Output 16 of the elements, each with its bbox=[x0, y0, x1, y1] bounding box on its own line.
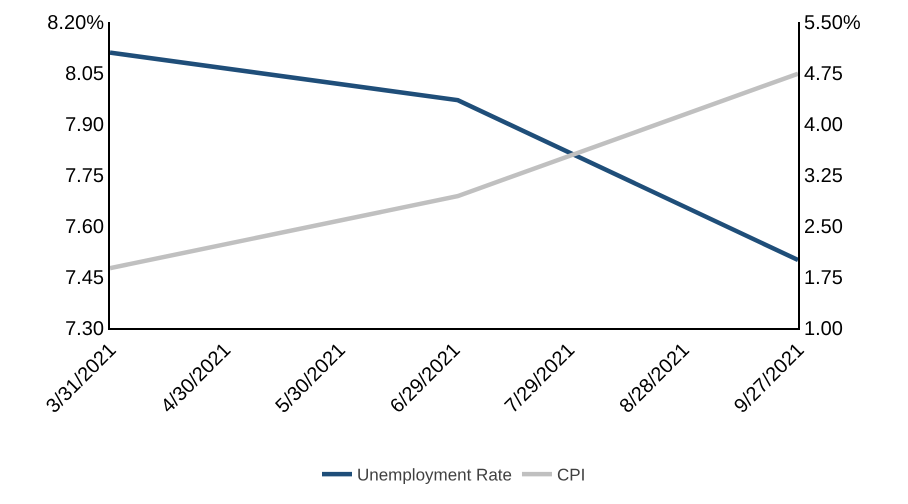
y2-tick-label: 1.00 bbox=[804, 318, 843, 340]
y2-tick-label: 4.00 bbox=[804, 114, 843, 136]
y2-tick-label: 1.75 bbox=[804, 267, 843, 289]
y-tick-label: 7.30 bbox=[65, 318, 104, 340]
y-tick-label: 7.90 bbox=[65, 114, 104, 136]
y-tick-label: 7.60 bbox=[65, 216, 104, 238]
legend-label: CPI bbox=[556, 466, 586, 485]
y2-tick-label: 5.50% bbox=[804, 12, 861, 34]
y-tick-label: 8.05 bbox=[65, 63, 104, 85]
y-tick-label: 7.45 bbox=[65, 267, 104, 289]
legend-label: Unemployment Rate bbox=[357, 466, 512, 485]
y-tick-label: 8.20% bbox=[47, 12, 104, 34]
y-tick-label: 7.75 bbox=[65, 165, 104, 187]
y2-tick-label: 4.75 bbox=[804, 63, 843, 85]
y2-tick-label: 3.25 bbox=[804, 165, 843, 187]
y2-tick-label: 2.50 bbox=[804, 216, 843, 238]
